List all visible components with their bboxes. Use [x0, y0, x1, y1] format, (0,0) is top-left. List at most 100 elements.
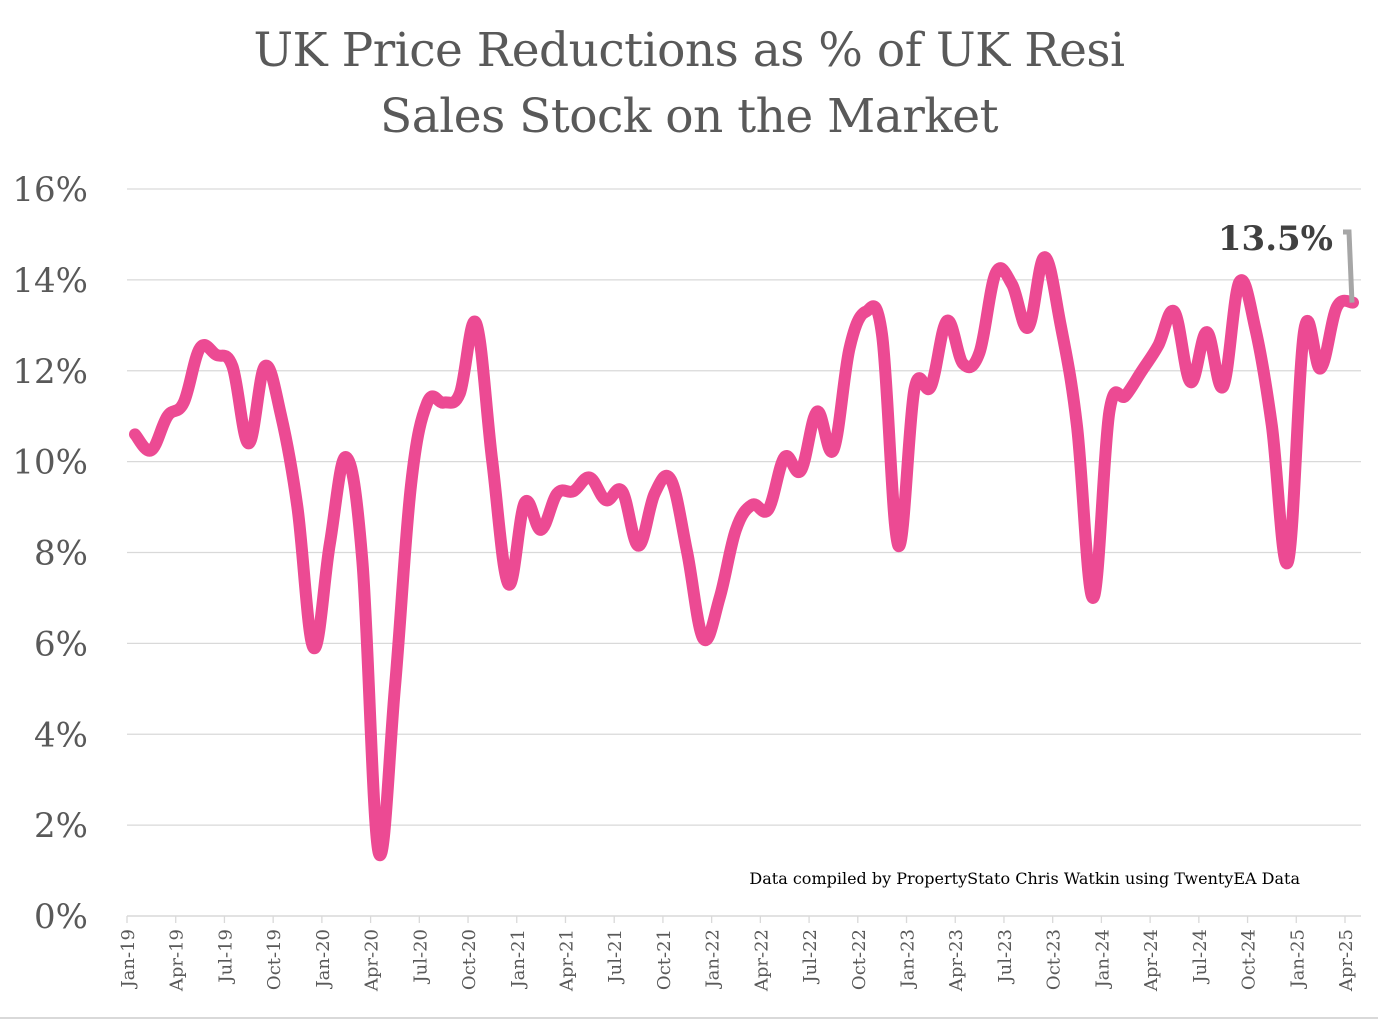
bottom-border — [0, 1017, 1378, 1019]
x-tick-label: Jul-23 — [995, 929, 1016, 985]
data-point-Dec-20 — [508, 584, 509, 585]
x-tick-label: Apr-25 — [1336, 929, 1357, 992]
data-point-Apr-19 — [183, 402, 184, 403]
data-point-Jun-20 — [411, 484, 412, 485]
data-point-Sep-24 — [1239, 282, 1240, 283]
data-point-Sep-19 — [264, 366, 265, 367]
series-group — [129, 251, 1359, 862]
data-point-Apr-22 — [768, 509, 769, 510]
x-tick-label: Jul-22 — [800, 929, 821, 985]
x-tick-label: Oct-22 — [849, 929, 870, 990]
data-point-Jul-19 — [232, 366, 233, 367]
data-point-Jun-22 — [800, 470, 801, 471]
data-point-Nov-20 — [492, 461, 493, 462]
x-tick-label: Jan-25 — [1287, 929, 1308, 990]
data-point-Jul-23 — [1011, 284, 1012, 285]
data-point-Nov-21 — [687, 552, 688, 553]
data-point-Dec-21 — [703, 638, 704, 639]
x-tick-label: Oct-20 — [459, 929, 480, 990]
gridlines — [127, 188, 1361, 826]
x-tick-label: Jul-19 — [215, 929, 236, 985]
y-tick-label: 2% — [34, 806, 88, 846]
data-point-Dec-22 — [898, 545, 899, 546]
data-point-Jan-20 — [329, 543, 330, 544]
data-point-Aug-19 — [248, 443, 249, 444]
x-tick-label: Oct-21 — [654, 929, 675, 990]
y-tick-label: 0% — [34, 897, 88, 937]
data-point-Aug-24 — [1223, 386, 1224, 387]
y-tick-label: 8% — [34, 534, 88, 574]
data-point-Nov-23 — [1076, 425, 1077, 426]
x-tick-label: Apr-19 — [167, 929, 188, 992]
data-point-Mar-25 — [1336, 307, 1337, 308]
data-point-Jun-19 — [216, 354, 217, 355]
data-point-Feb-23 — [930, 386, 931, 387]
x-axis — [126, 915, 1361, 923]
data-point-Jun-21 — [605, 500, 606, 501]
data-point-Nov-24 — [1271, 425, 1272, 426]
x-tick-label: Jan-24 — [1092, 929, 1113, 990]
x-tick-label: Apr-22 — [751, 929, 772, 992]
data-point-Nov-19 — [297, 507, 298, 508]
y-tick-label: 6% — [34, 624, 88, 664]
data-point-Mar-19 — [167, 416, 168, 417]
data-point-Dec-19 — [313, 647, 314, 648]
y-tick-label: 14% — [12, 261, 88, 301]
data-point-Feb-22 — [735, 529, 736, 530]
data-point-Mar-23 — [947, 320, 948, 321]
data-point-Jan-25 — [1304, 329, 1305, 330]
annotation-leader-line — [1343, 229, 1355, 303]
data-point-Feb-21 — [541, 529, 542, 530]
data-point-Jun-24 — [1190, 382, 1191, 383]
x-tick-label: Apr-23 — [946, 929, 967, 992]
data-point-Jan-23 — [914, 388, 915, 389]
data-point-Apr-20 — [378, 852, 379, 853]
y-tick-label: 16% — [12, 170, 88, 210]
data-point-Feb-19 — [151, 450, 152, 451]
data-point-Feb-20 — [346, 457, 347, 458]
chart-title: UK Price Reductions as % of UK Resi Sale… — [0, 18, 1378, 150]
data-point-Jan-21 — [524, 502, 525, 503]
data-point-Apr-21 — [573, 491, 574, 492]
chart-title-line-1: UK Price Reductions as % of UK Resi — [253, 23, 1125, 78]
data-point-Oct-21 — [670, 479, 671, 480]
data-point-May-24 — [1174, 311, 1175, 312]
data-point-Jan-22 — [719, 597, 720, 598]
data-point-May-20 — [394, 688, 395, 689]
x-tick-label: Oct-23 — [1044, 929, 1065, 990]
data-point-Apr-23 — [963, 363, 964, 364]
x-tick-label: Jul-21 — [605, 929, 626, 985]
data-point-Oct-24 — [1255, 329, 1256, 330]
x-tick-label: Apr-24 — [1141, 929, 1162, 992]
x-tick-label: Jan-20 — [313, 929, 334, 990]
data-point-May-21 — [589, 477, 590, 478]
x-tick-label: Apr-20 — [362, 929, 383, 992]
x-tick-label: Oct-19 — [264, 929, 285, 990]
data-point-Oct-22 — [865, 311, 866, 312]
data-point-Feb-25 — [1320, 368, 1321, 369]
data-point-Oct-23 — [1060, 325, 1061, 326]
data-point-Dec-23 — [1093, 597, 1094, 598]
data-point-Sep-20 — [459, 393, 460, 394]
data-point-Jun-23 — [995, 273, 996, 274]
data-point-Jul-24 — [1206, 332, 1207, 333]
series-line — [129, 251, 1359, 862]
x-tick-label: Jan-19 — [118, 929, 139, 990]
data-point-Sep-22 — [849, 348, 850, 349]
chart-title-line-2: Sales Stock on the Market — [380, 89, 998, 144]
data-point-Aug-23 — [1028, 327, 1029, 328]
data-point-Oct-20 — [476, 323, 477, 324]
last-value-label: 13.5% — [1218, 219, 1333, 259]
data-point-May-19 — [199, 348, 200, 349]
data-point-Aug-22 — [833, 450, 834, 451]
data-point-Sep-21 — [654, 493, 655, 494]
data-point-Mar-20 — [362, 561, 363, 562]
x-tick-label: Jul-20 — [410, 929, 431, 985]
y-tick-label: 10% — [12, 443, 88, 483]
data-point-Aug-20 — [443, 402, 444, 403]
data-point-Mar-24 — [1141, 370, 1142, 371]
x-axis-tick-labels: Jan-19 Apr-19 Jul-19 Oct-19 Jan-20 Apr-20 Jul-… — [118, 929, 1357, 992]
data-point-May-22 — [784, 457, 785, 458]
y-tick-label: 12% — [12, 352, 88, 392]
data-point-Jul-21 — [622, 491, 623, 492]
